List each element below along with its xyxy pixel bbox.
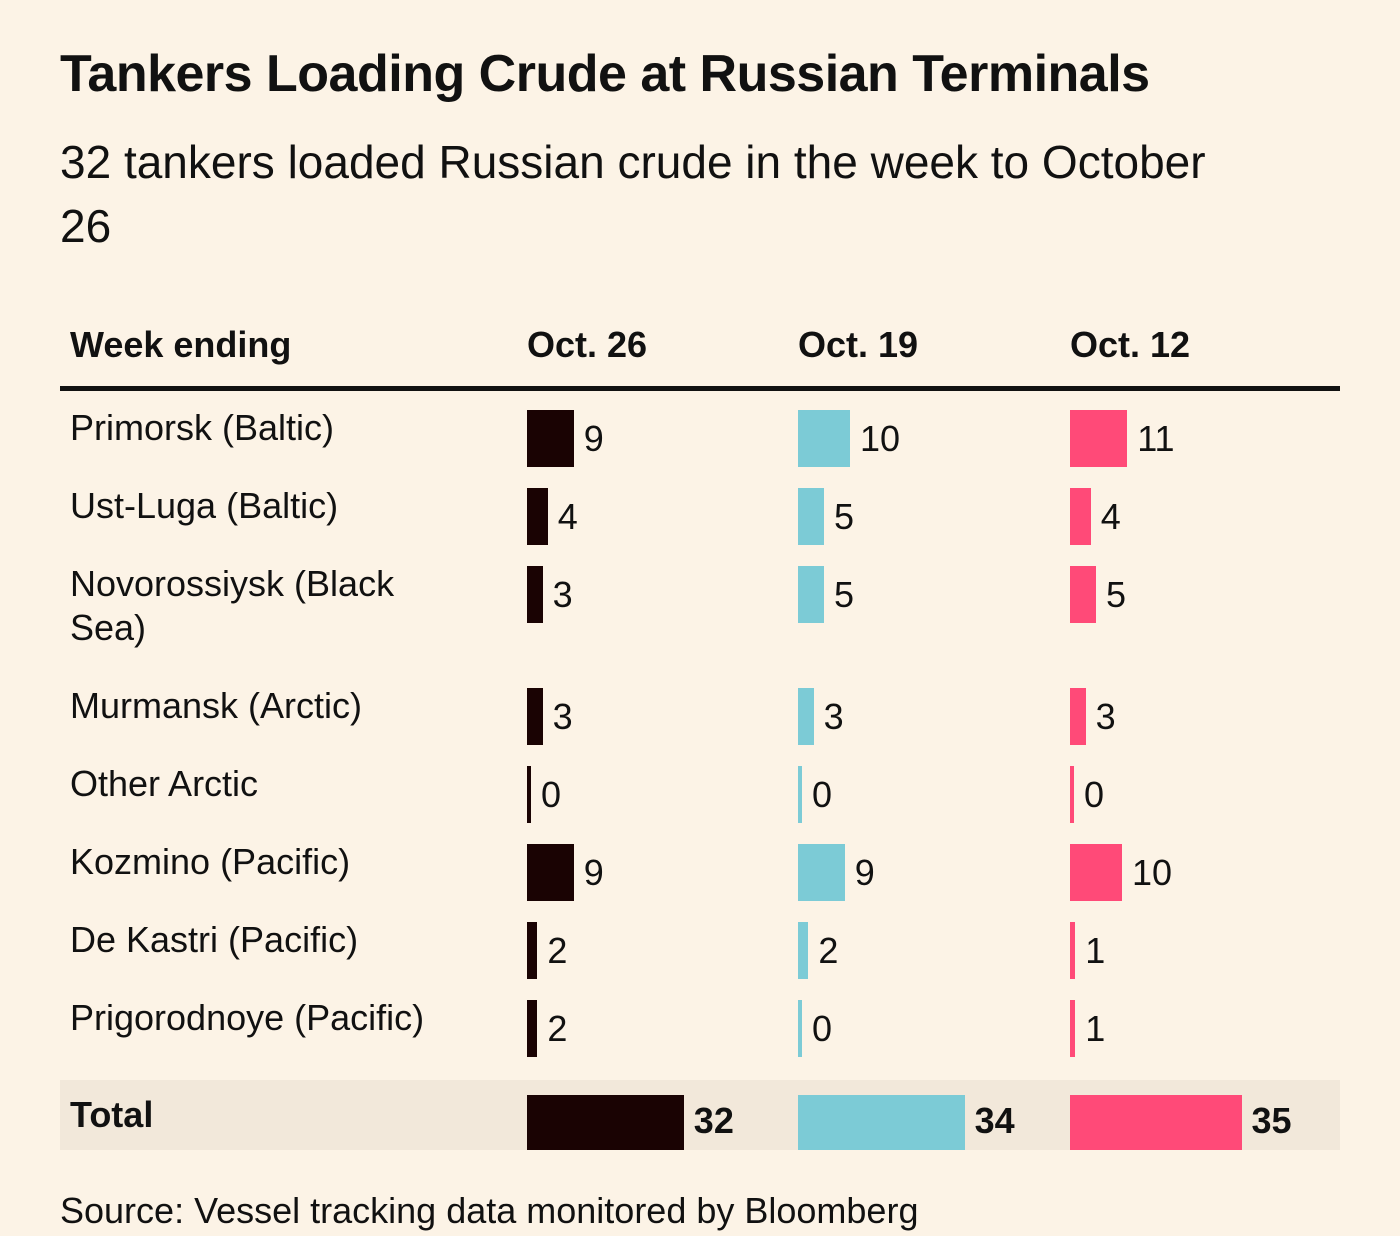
value-label: 5 xyxy=(834,496,855,537)
header-rule xyxy=(60,386,1340,391)
total-label: Total xyxy=(70,1094,154,1135)
column-header: Oct. 19 xyxy=(798,324,919,365)
bar xyxy=(798,1000,802,1057)
bar xyxy=(527,766,531,823)
bar xyxy=(1070,922,1076,979)
column-header: Week ending xyxy=(70,324,292,365)
row-label: Other Arctic xyxy=(70,763,259,804)
bar xyxy=(527,566,543,623)
bar xyxy=(527,488,548,545)
value-label: 1 xyxy=(1085,930,1106,971)
bar xyxy=(798,688,814,745)
bar xyxy=(527,844,574,901)
value-label: 0 xyxy=(812,1008,833,1049)
value-label: 5 xyxy=(1106,574,1127,615)
value-label: 3 xyxy=(552,696,573,737)
total-bar xyxy=(527,1095,684,1150)
total-bar xyxy=(798,1095,965,1150)
bar xyxy=(1070,488,1091,545)
value-label: 1 xyxy=(1085,1008,1106,1049)
bar xyxy=(1070,844,1122,901)
value-label: 0 xyxy=(541,774,562,815)
bar xyxy=(1070,766,1074,823)
value-label: 10 xyxy=(1132,852,1173,893)
value-label: 2 xyxy=(818,930,839,971)
value-label: 10 xyxy=(860,418,901,459)
value-label: 0 xyxy=(812,774,833,815)
total-value: 35 xyxy=(1251,1100,1292,1141)
value-label: 4 xyxy=(557,496,578,537)
row-label: Ust-Luga (Baltic) xyxy=(70,485,339,526)
value-label: 9 xyxy=(583,852,604,893)
total-value: 34 xyxy=(974,1100,1015,1141)
bar xyxy=(798,922,809,979)
value-label: 5 xyxy=(834,574,855,615)
value-label: 11 xyxy=(1137,418,1175,459)
bar xyxy=(798,488,824,545)
value-label: 3 xyxy=(823,696,844,737)
column-header: Oct. 12 xyxy=(1070,324,1191,365)
row-label: Kozmino (Pacific) xyxy=(70,841,351,882)
bar xyxy=(798,410,850,467)
bar xyxy=(527,922,538,979)
value-label: 2 xyxy=(547,1008,568,1049)
bar xyxy=(798,844,845,901)
value-label: 9 xyxy=(583,418,604,459)
bar xyxy=(798,766,802,823)
row-label: Murmansk (Arctic) xyxy=(70,685,363,726)
bar xyxy=(798,566,824,623)
total-bar xyxy=(1070,1095,1242,1150)
bar xyxy=(1070,1000,1076,1057)
chart-subtitle: 32 tankers loaded Russian crude in the w… xyxy=(60,136,1206,252)
value-label: 2 xyxy=(547,930,568,971)
row-label: Primorsk (Baltic) xyxy=(70,407,335,448)
row-label: De Kastri (Pacific) xyxy=(70,919,359,960)
bar xyxy=(1070,688,1086,745)
value-label: 3 xyxy=(552,574,573,615)
row-label: Prigorodnoye (Pacific) xyxy=(70,997,425,1038)
value-label: 9 xyxy=(854,852,875,893)
row-label: Novorossiysk (Black Sea) xyxy=(70,563,395,648)
column-header: Oct. 26 xyxy=(527,324,648,365)
bar xyxy=(1070,566,1096,623)
value-label: 0 xyxy=(1084,774,1105,815)
bar xyxy=(527,1000,538,1057)
bar xyxy=(527,410,574,467)
value-label: 4 xyxy=(1100,496,1121,537)
total-value: 32 xyxy=(693,1100,734,1141)
source: Source: Vessel tracking data monitored b… xyxy=(60,1190,919,1231)
bar xyxy=(1070,410,1128,467)
chart-title: Tankers Loading Crude at Russian Termina… xyxy=(60,45,1150,103)
value-label: 3 xyxy=(1095,696,1116,737)
bar xyxy=(527,688,543,745)
